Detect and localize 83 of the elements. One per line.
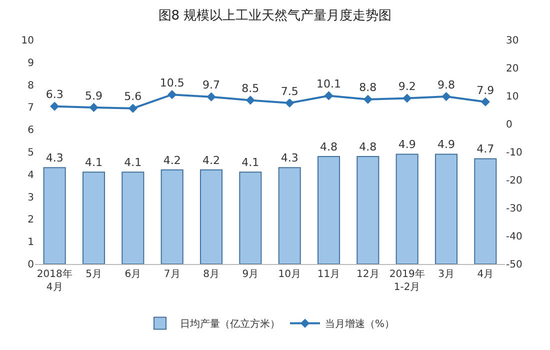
y2-tick-label: -10 (506, 148, 522, 158)
x-tick-label: 6月 (124, 269, 142, 280)
y2-tick-label: -30 (506, 204, 522, 214)
data-label: 10.5 (160, 76, 184, 90)
y-tick-label: 7 (28, 102, 34, 114)
bar (434, 154, 458, 264)
y2-tick-label: 0 (506, 120, 512, 130)
data-label: 9.7 (202, 78, 220, 92)
point (168, 90, 177, 100)
bar (160, 169, 184, 264)
point (50, 102, 60, 111)
y-tick-label: 0 (28, 260, 34, 270)
bar (317, 156, 340, 264)
y-tick-label: 10 (21, 36, 34, 46)
data-label: 9.8 (438, 78, 455, 92)
bar (356, 156, 380, 264)
bar (200, 169, 223, 264)
x-tick-label: 11月 (317, 269, 340, 280)
bar (278, 167, 301, 264)
point (285, 98, 294, 108)
data-label: 4.2 (163, 154, 181, 167)
x-tick-label: 8月 (203, 269, 220, 280)
y-tick-label: 4 (28, 170, 34, 181)
data-label: 4.1 (85, 156, 102, 170)
data-label: 4.2 (202, 154, 220, 167)
x-tick-label: 7月 (164, 269, 180, 280)
y2-tick-label: -50 (506, 260, 522, 270)
point (402, 94, 412, 103)
point (363, 94, 372, 104)
bar (43, 167, 66, 264)
y2-tick-label: 20 (506, 64, 519, 74)
data-label: 4.3 (46, 152, 64, 165)
data-label: 5.9 (85, 89, 102, 102)
data-label: 4.7 (476, 142, 494, 156)
x-tick-label: 3月 (438, 269, 454, 280)
point (480, 97, 490, 106)
data-label: 7.9 (476, 84, 494, 97)
x-tick-label: 2018年4月 (36, 268, 72, 293)
y-tick-label: 3 (28, 192, 34, 204)
data-label: 7.5 (280, 84, 298, 98)
y-tick-label: 8 (28, 80, 34, 92)
bar (239, 172, 262, 264)
data-label: 4.9 (398, 138, 416, 152)
y-tick-label: 5 (28, 148, 34, 158)
point (206, 92, 216, 102)
y2-tick-label: 10 (506, 92, 519, 102)
y-tick-label: 1 (28, 237, 34, 248)
point (89, 102, 98, 112)
y-tick-label: 6 (28, 125, 34, 136)
y-tick-label: 9 (28, 58, 34, 69)
y-tick-label: 2 (28, 214, 34, 226)
data-label: 8.8 (359, 81, 377, 94)
bar (82, 172, 106, 264)
data-label: 4.1 (242, 156, 260, 170)
point (442, 92, 451, 102)
data-label: 10.1 (316, 78, 341, 91)
chart-title: 图8 规模以上工业天然气产量月度走势图 (158, 8, 392, 24)
bar (396, 154, 418, 264)
data-label: 6.3 (46, 88, 64, 102)
x-tick-label: 9月 (242, 269, 259, 280)
bar (122, 172, 144, 264)
x-tick-label: 10月 (278, 269, 301, 280)
legend-label: 当月增速（%） (325, 318, 395, 330)
data-label: 9.2 (398, 80, 416, 94)
y2-tick-label: 30 (506, 36, 519, 46)
data-label: 5.6 (124, 90, 142, 104)
x-tick-label: 4月 (477, 269, 494, 280)
x-tick-label: 5月 (86, 269, 102, 280)
x-tick-label: 2019年1-2月 (389, 268, 425, 293)
data-label: 4.1 (124, 156, 142, 170)
point (246, 96, 255, 105)
legend-label: 日均产量（亿立方米） (180, 318, 280, 330)
x-tick-label: 12月 (356, 269, 380, 280)
data-label: 4.8 (320, 140, 338, 154)
point (128, 104, 138, 113)
point (324, 91, 334, 100)
y2-tick-label: -20 (506, 176, 522, 186)
y2-tick-label: -40 (506, 232, 522, 242)
data-label: 8.5 (242, 82, 260, 96)
bar (474, 158, 497, 264)
data-label: 4.9 (438, 138, 455, 152)
data-label: 4.8 (359, 140, 377, 154)
data-label: 4.3 (280, 152, 298, 165)
